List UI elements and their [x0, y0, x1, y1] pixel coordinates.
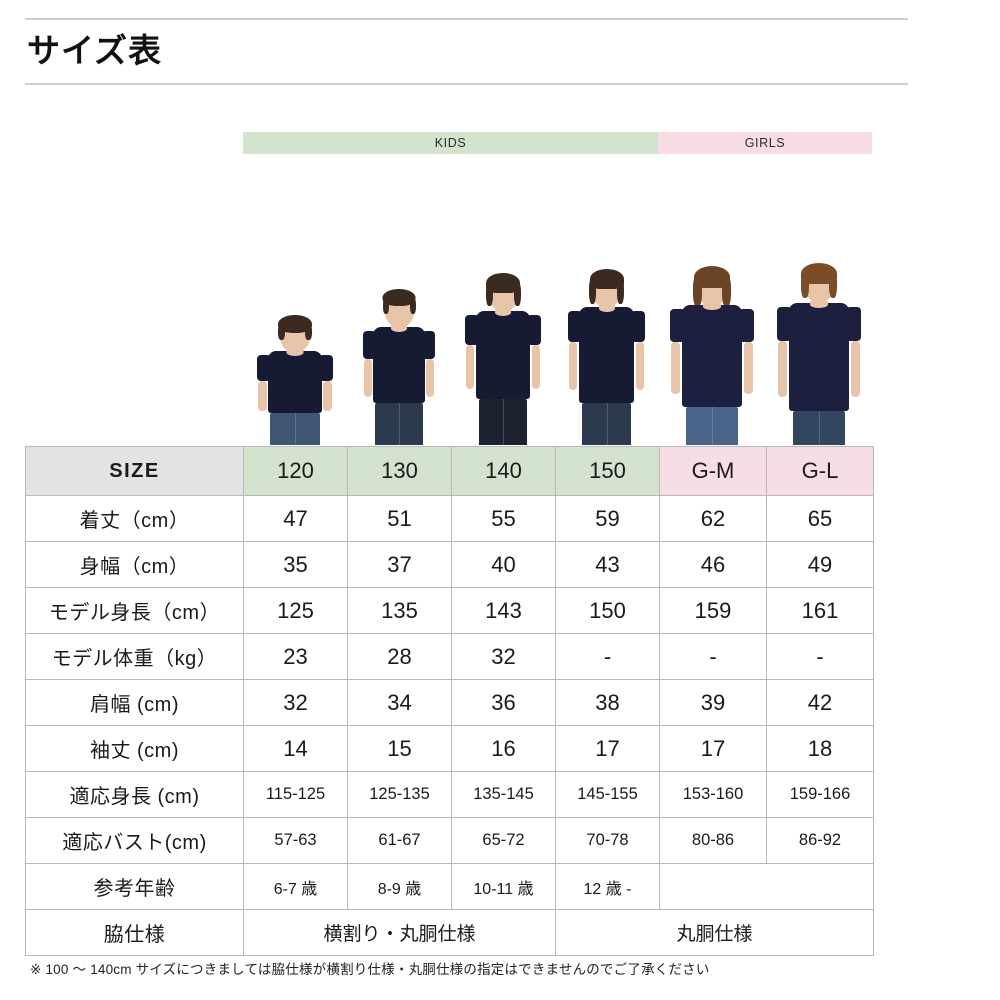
table-row-spec: 脇仕様 横割り・丸胴仕様 丸胴仕様	[25, 909, 874, 956]
row-label: モデル身長（cm）	[25, 587, 244, 634]
cell-value: 23	[243, 633, 348, 680]
cell-value: 37	[347, 541, 452, 588]
spec-right: 丸胴仕様	[555, 909, 874, 956]
cell-value: 70-78	[555, 817, 660, 864]
cell-value: 32	[451, 633, 556, 680]
model-photo-120	[243, 205, 347, 445]
cell-value: 18	[766, 725, 874, 772]
cell-value: 28	[347, 633, 452, 680]
size-table: SIZE 120 130 140 150 G-M G-L 着丈（cm） 47 51 55 59 62 65…	[25, 446, 874, 956]
cell-value: 40	[451, 541, 556, 588]
model-photo-130	[347, 205, 451, 445]
cell-value: -	[766, 633, 874, 680]
row-label: 身幅（cm）	[25, 541, 244, 588]
cell-value: 135-145	[451, 771, 556, 818]
cell-value: 55	[451, 495, 556, 542]
header-size-150: 150	[555, 446, 660, 496]
row-label: 袖丈 (cm)	[25, 725, 244, 772]
cell-value: 65	[766, 495, 874, 542]
cell-value: 12 歳 -	[555, 863, 660, 910]
title-block: サイズ表	[25, 18, 908, 85]
cell-value: 125-135	[347, 771, 452, 818]
spec-left: 横割り・丸胴仕様	[243, 909, 556, 956]
cell-value: 34	[347, 679, 452, 726]
header-size-130: 130	[347, 446, 452, 496]
cell-value: 6-7 歳	[243, 863, 348, 910]
header-size-140: 140	[451, 446, 556, 496]
cell-value: 159	[659, 587, 767, 634]
cell-value: -	[555, 633, 660, 680]
cell-value: 49	[766, 541, 874, 588]
table-row: 着丈（cm） 47 51 55 59 62 65	[25, 495, 874, 542]
header-size-label: SIZE	[25, 446, 244, 496]
cell-value: 10-11 歳	[451, 863, 556, 910]
model-photo-140	[451, 205, 555, 445]
cell-value: 62	[659, 495, 767, 542]
model-photo-150	[555, 205, 658, 445]
cell-value: 42	[766, 679, 874, 726]
divider-bottom	[25, 83, 908, 85]
cell-value: 150	[555, 587, 660, 634]
cell-value: 8-9 歳	[347, 863, 452, 910]
cell-value: 161	[766, 587, 874, 634]
table-row: モデル身長（cm） 125 135 143 150 159 161	[25, 587, 874, 634]
cell-value: 159-166	[766, 771, 874, 818]
cell-value: 32	[243, 679, 348, 726]
footnote: ※ 100 ～ 140cm サイズにつきましては脇仕様が横割り仕様・丸胴仕様の指…	[30, 962, 710, 977]
header-size-g-l: G-L	[766, 446, 874, 496]
row-label: 着丈（cm）	[25, 495, 244, 542]
category-bands: KIDS GIRLS	[243, 132, 872, 154]
row-label: 適応バスト(cm)	[25, 817, 244, 864]
cell-value: 16	[451, 725, 556, 772]
cell-value: 38	[555, 679, 660, 726]
cell-value: 47	[243, 495, 348, 542]
table-row: 適応バスト(cm) 57-63 61-67 65-72 70-78 80-86 86-92	[25, 817, 874, 864]
row-label: モデル体重（kg）	[25, 633, 244, 680]
cell-value: 65-72	[451, 817, 556, 864]
table-row: モデル体重（kg） 23 28 32- - -	[25, 633, 874, 680]
cell-value: 35	[243, 541, 348, 588]
row-label: 脇仕様	[25, 909, 244, 956]
table-header-row: SIZE 120 130 140 150 G-M G-L	[25, 446, 874, 496]
cell-value: 17	[659, 725, 767, 772]
cell-value: 51	[347, 495, 452, 542]
model-photo-g-l	[765, 205, 872, 445]
table-row: 参考年齢 6-7 歳 8-9 歳 10-11 歳 12 歳 -	[25, 863, 874, 910]
band-girls: GIRLS	[658, 132, 872, 154]
cell-value: 80-86	[659, 817, 767, 864]
header-size-120: 120	[243, 446, 348, 496]
row-label: 参考年齢	[25, 863, 244, 910]
cell-value: 57-63	[243, 817, 348, 864]
cell-value: 153-160	[659, 771, 767, 818]
cell-value: 39	[659, 679, 767, 726]
cell-value: -	[659, 633, 767, 680]
cell-value: 143	[451, 587, 556, 634]
table-row: 袖丈 (cm) 14 15 16 17 17 18	[25, 725, 874, 772]
model-photo-g-m	[658, 205, 765, 445]
page-title: サイズ表	[27, 32, 163, 69]
table-row: 身幅（cm） 35 37 40 43 46 49	[25, 541, 874, 588]
table-row: 適応身長 (cm) 115-125 125-135 135-145 145-155 153…	[25, 771, 874, 818]
cell-value: 61-67	[347, 817, 452, 864]
cell-value: 125	[243, 587, 348, 634]
cell-value: 14	[243, 725, 348, 772]
model-photo-strip	[243, 205, 872, 445]
divider-top	[25, 18, 908, 20]
cell-value: 17	[555, 725, 660, 772]
cell-value: 115-125	[243, 771, 348, 818]
table-row: 肩幅 (cm) 32 34 36 38 39 42	[25, 679, 874, 726]
cell-value: 135	[347, 587, 452, 634]
cell-value: 145-155	[555, 771, 660, 818]
row-label: 適応身長 (cm)	[25, 771, 244, 818]
cell-empty	[659, 863, 874, 910]
row-label: 肩幅 (cm)	[25, 679, 244, 726]
header-size-g-m: G-M	[659, 446, 767, 496]
cell-value: 36	[451, 679, 556, 726]
cell-value: 43	[555, 541, 660, 588]
cell-value: 15	[347, 725, 452, 772]
cell-value: 46	[659, 541, 767, 588]
cell-value: 59	[555, 495, 660, 542]
band-kids: KIDS	[243, 132, 658, 154]
cell-value: 86-92	[766, 817, 874, 864]
